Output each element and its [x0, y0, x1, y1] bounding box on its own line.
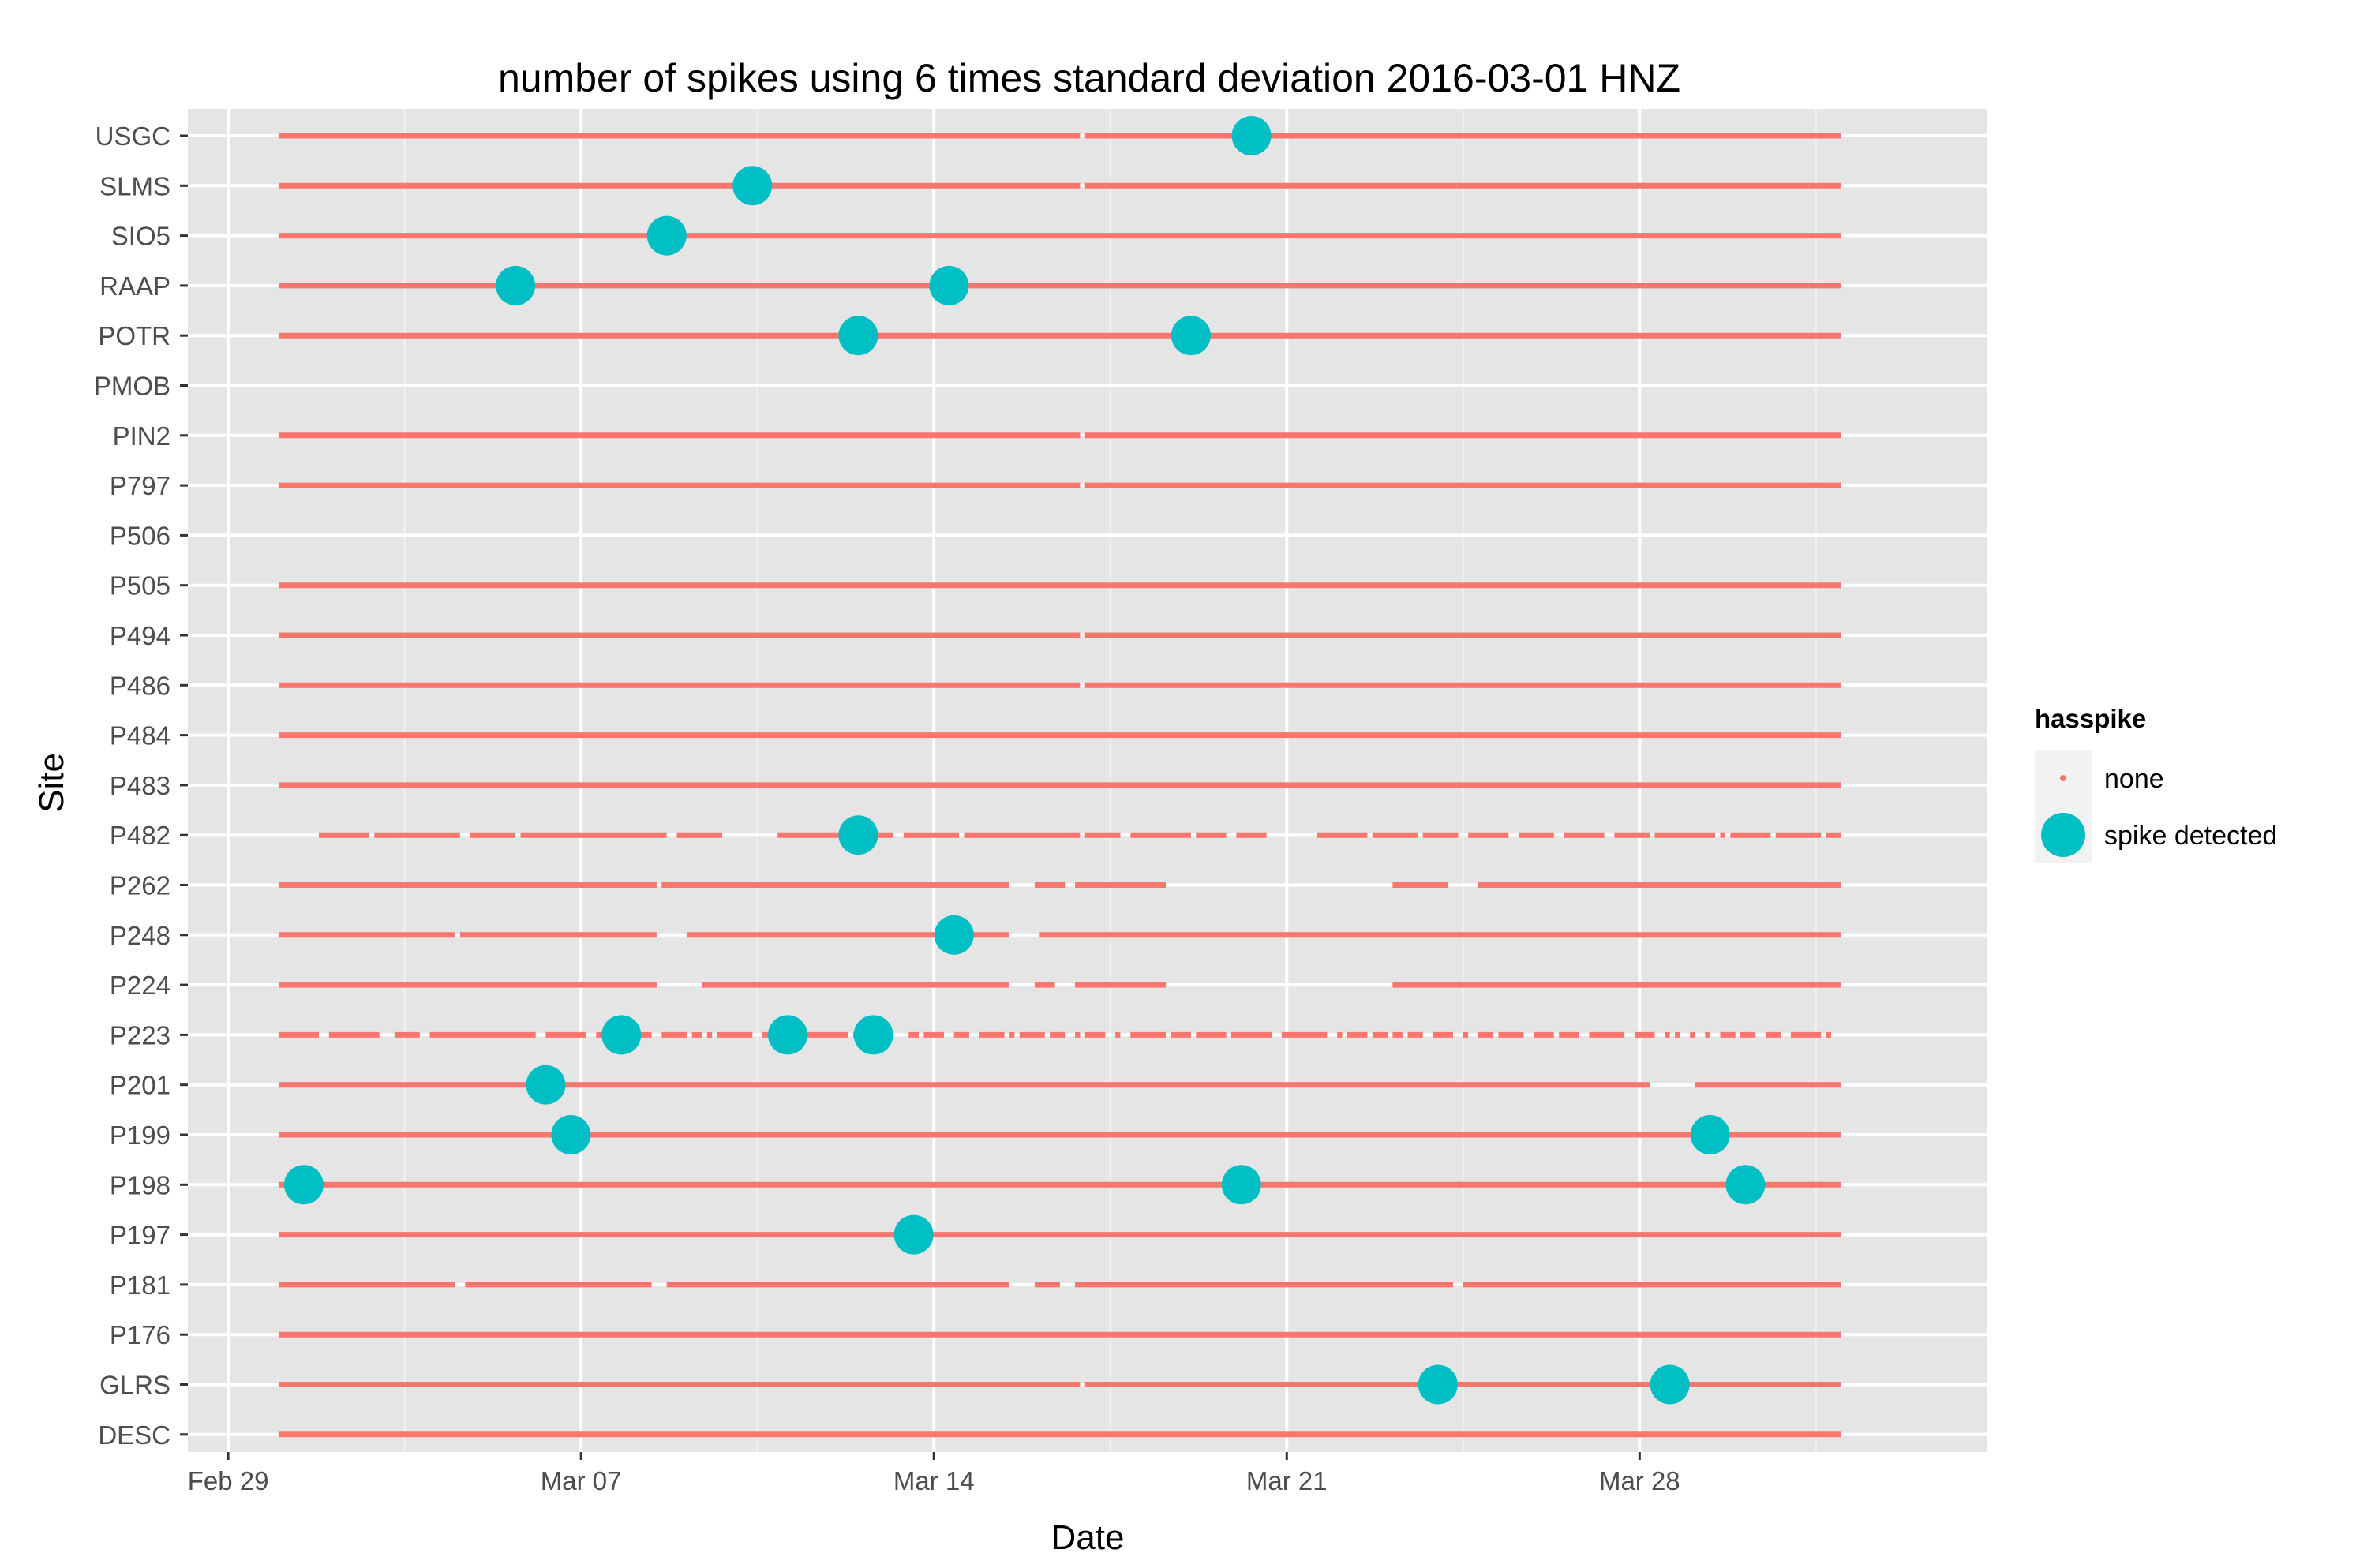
spike-point-usgc	[1231, 116, 1272, 155]
x-axis-labels: Feb 29 Mar 07 Mar 14 Mar 21 Mar 28	[188, 1466, 1680, 1495]
spike-point-slms	[732, 166, 773, 206]
spike-point-p482	[838, 815, 878, 855]
spike-point-p201	[526, 1065, 566, 1105]
spike-series	[283, 116, 1766, 1405]
y-tick-label-p198: P198	[110, 1170, 170, 1199]
y-tick-label-p797: P797	[110, 471, 170, 500]
spike-point-potr	[1171, 316, 1211, 356]
legend-label-spike: spike detected	[2104, 821, 2277, 851]
y-tick-label-desc: DESC	[98, 1420, 170, 1450]
y-tick-label-p484: P484	[110, 721, 170, 750]
y-tick-label-p197: P197	[110, 1221, 170, 1250]
y-tick-label-p223: P223	[110, 1020, 170, 1050]
y-tick-label-raap: RAAP	[99, 271, 170, 301]
y-tick-label-glrs: GLRS	[99, 1371, 170, 1400]
y-tick-label-p262: P262	[110, 871, 170, 900]
spike-point-raap	[496, 265, 536, 305]
y-tick-label-slms: SLMS	[99, 171, 170, 200]
legend-label-none: none	[2104, 764, 2164, 794]
x-tick-label-mar-21: Mar 21	[1246, 1466, 1328, 1495]
y-tick-label-p201: P201	[110, 1071, 170, 1100]
x-tick-label-mar-14: Mar 14	[893, 1466, 975, 1495]
y-tick-label-potr: POTR	[98, 321, 170, 350]
spike-point-p198	[1221, 1165, 1261, 1205]
legend: hasspike none spike detected	[2035, 704, 2277, 863]
y-tick-label-p505: P505	[110, 571, 170, 601]
plot-panel	[188, 109, 1987, 1452]
spike-point-p223	[853, 1015, 893, 1055]
spike-point-p199	[1690, 1115, 1730, 1154]
x-tick-label-feb-29: Feb 29	[188, 1466, 269, 1495]
spike-point-raap	[929, 265, 969, 305]
y-tick-label-p506: P506	[110, 521, 170, 550]
y-tick-label-p494: P494	[110, 621, 170, 650]
spike-point-p248	[934, 915, 974, 955]
y-tick-label-p483: P483	[110, 771, 170, 800]
y-tick-label-p176: P176	[110, 1320, 170, 1349]
spike-point-p223	[768, 1015, 807, 1055]
spike-point-p198	[283, 1165, 324, 1205]
x-tick-label-mar-07: Mar 07	[541, 1466, 622, 1495]
spike-point-potr	[838, 316, 878, 356]
y-axis-title: Site	[32, 753, 71, 813]
y-tick-label-usgc: USGC	[96, 122, 170, 151]
spike-point-p198	[1725, 1165, 1766, 1205]
spike-point-p199	[551, 1115, 591, 1154]
y-axis-labels: USGC SLMS SIO5 RAAP POTR PMOB PIN2 P797 P506 P505…	[94, 122, 170, 1450]
spike-point-sio5	[646, 215, 687, 256]
spike-point-glrs	[1650, 1364, 1690, 1405]
legend-key-spike-dot	[2041, 813, 2085, 857]
legend-key-none-dot	[2060, 775, 2066, 781]
x-tick-label-mar-28: Mar 28	[1599, 1466, 1680, 1495]
spike-point-p197	[893, 1214, 934, 1255]
x-axis-title: Date	[1051, 1518, 1125, 1557]
y-tick-label-p248: P248	[110, 921, 170, 950]
axis-ticks	[180, 134, 1641, 1460]
y-tick-label-p181: P181	[110, 1270, 170, 1300]
y-tick-label-p486: P486	[110, 671, 170, 700]
y-tick-label-p482: P482	[110, 821, 170, 850]
y-tick-label-pin2: PIN2	[113, 421, 170, 451]
y-tick-label-p224: P224	[110, 971, 170, 1000]
y-tick-label-sio5: SIO5	[111, 222, 170, 251]
spike-point-p223	[601, 1015, 642, 1055]
legend-title: hasspike	[2035, 704, 2146, 733]
chart-title: number of spikes using 6 times standard …	[498, 56, 1680, 100]
y-tick-label-pmob: PMOB	[94, 372, 170, 401]
y-tick-label-p199: P199	[110, 1121, 170, 1150]
spike-point-glrs	[1418, 1364, 1458, 1405]
